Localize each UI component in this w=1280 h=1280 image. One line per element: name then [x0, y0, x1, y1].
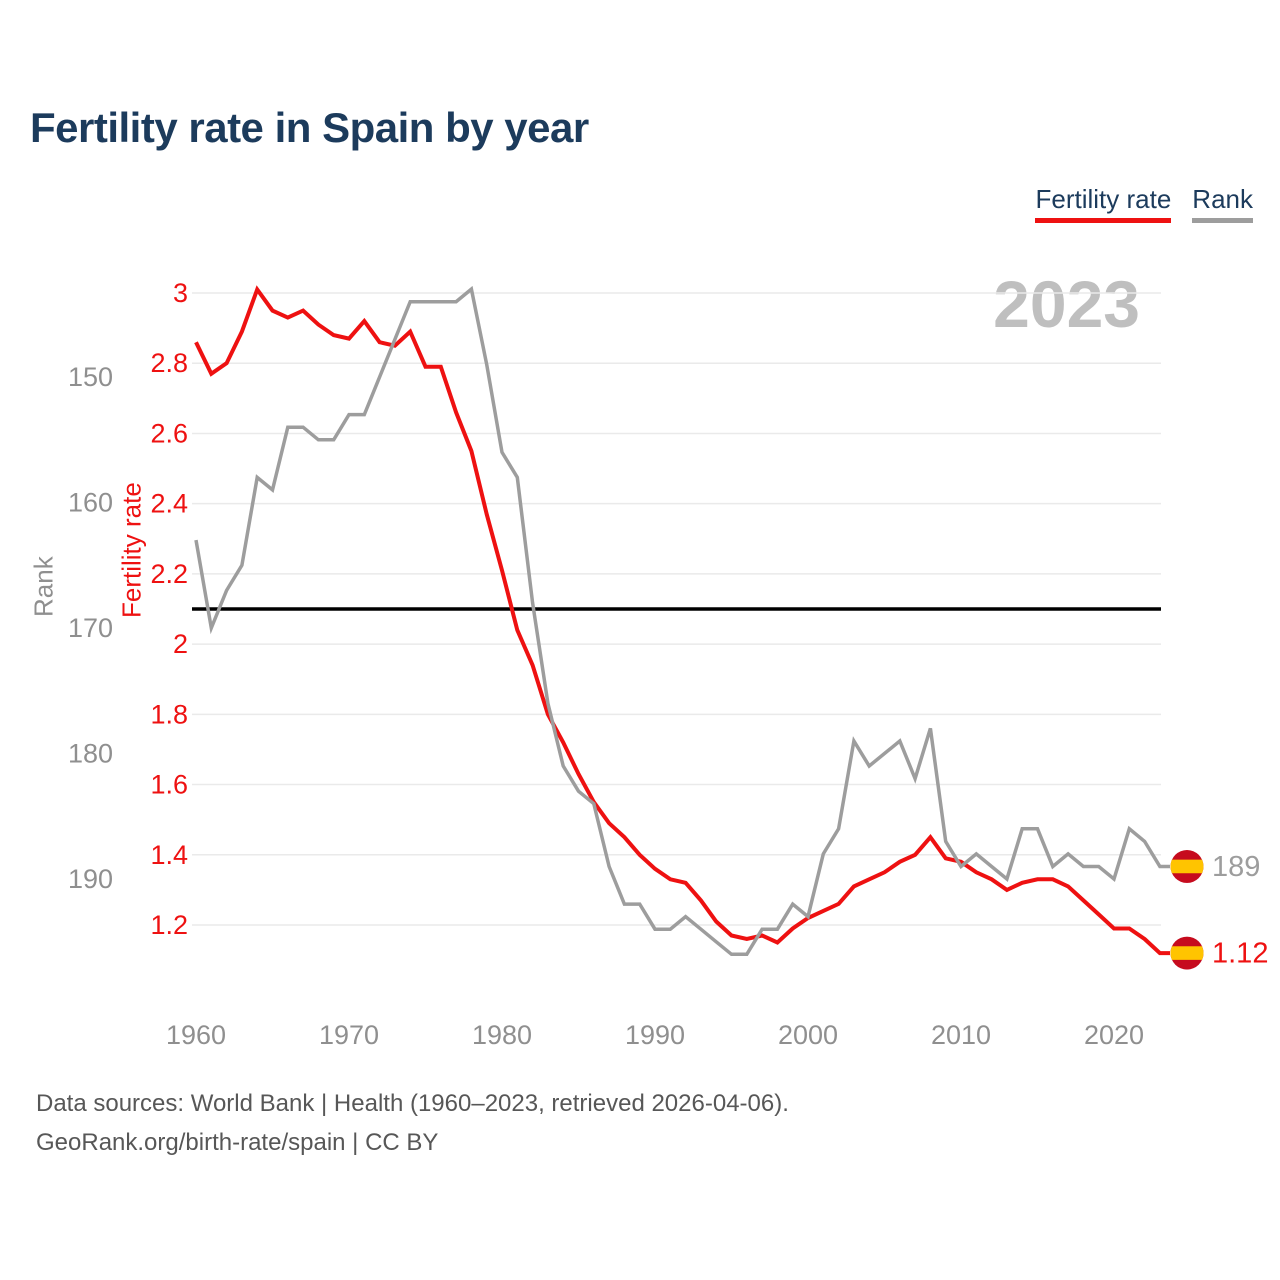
fertility-axis-tick-2.6: 2.6 [150, 418, 188, 448]
rank-axis-tick-190: 190 [68, 864, 113, 894]
x-axis-tick-1970: 1970 [319, 1020, 379, 1050]
attribution-line: GeoRank.org/birth-rate/spain | CC BY [36, 1129, 439, 1156]
fertility-axis-tick-2.4: 2.4 [150, 489, 188, 519]
spain-flag-icon-rank [1170, 849, 1204, 883]
x-axis-tick-1990: 1990 [625, 1020, 685, 1050]
rank-axis-tick-170: 170 [68, 613, 113, 643]
series-legend: Fertility rate Rank [1035, 184, 1253, 223]
spain-flag-icon-fertility [1170, 936, 1204, 970]
fertility-rate-line [194, 285, 1170, 956]
fertility-axis-tick-2.8: 2.8 [150, 348, 188, 378]
fertility-axis-tick-1.8: 1.8 [150, 699, 188, 729]
rank-axis-tick-180: 180 [68, 739, 113, 769]
fertility-axis-tick-1.2: 1.2 [150, 910, 188, 940]
legend-item-rank[interactable]: Rank [1192, 184, 1253, 223]
rank-axis-tick-150: 150 [68, 362, 113, 392]
x-axis-tick-1980: 1980 [472, 1020, 532, 1050]
fertility-axis-tick-2.2: 2.2 [150, 559, 188, 589]
rank-end-value: 189 [1212, 851, 1260, 883]
legend-item-fertility-rate[interactable]: Fertility rate [1035, 184, 1172, 223]
page-title: Fertility rate in Spain by year [30, 104, 589, 151]
source-line: Data sources: World Bank | Health (1960–… [36, 1090, 789, 1117]
fertility-axis-tick-1.4: 1.4 [150, 840, 188, 870]
fertility-end-value: 1.12 [1212, 938, 1268, 970]
rank-line [194, 285, 1170, 957]
data-source-note: Data sources: World Bank | Health (1960–… [36, 1084, 789, 1162]
x-axis-tick-2000: 2000 [778, 1020, 838, 1050]
rank-axis-tick-160: 160 [68, 488, 113, 518]
fertility-axis-tick-3: 3 [173, 278, 188, 308]
fertility-axis-tick-1.6: 1.6 [150, 770, 188, 800]
current-year-watermark: 2023 [993, 267, 1140, 341]
x-axis-tick-2010: 2010 [931, 1020, 991, 1050]
fertility-axis-tick-2: 2 [173, 629, 188, 659]
x-axis-tick-1960: 1960 [166, 1020, 226, 1050]
x-axis-tick-2020: 2020 [1084, 1020, 1144, 1050]
